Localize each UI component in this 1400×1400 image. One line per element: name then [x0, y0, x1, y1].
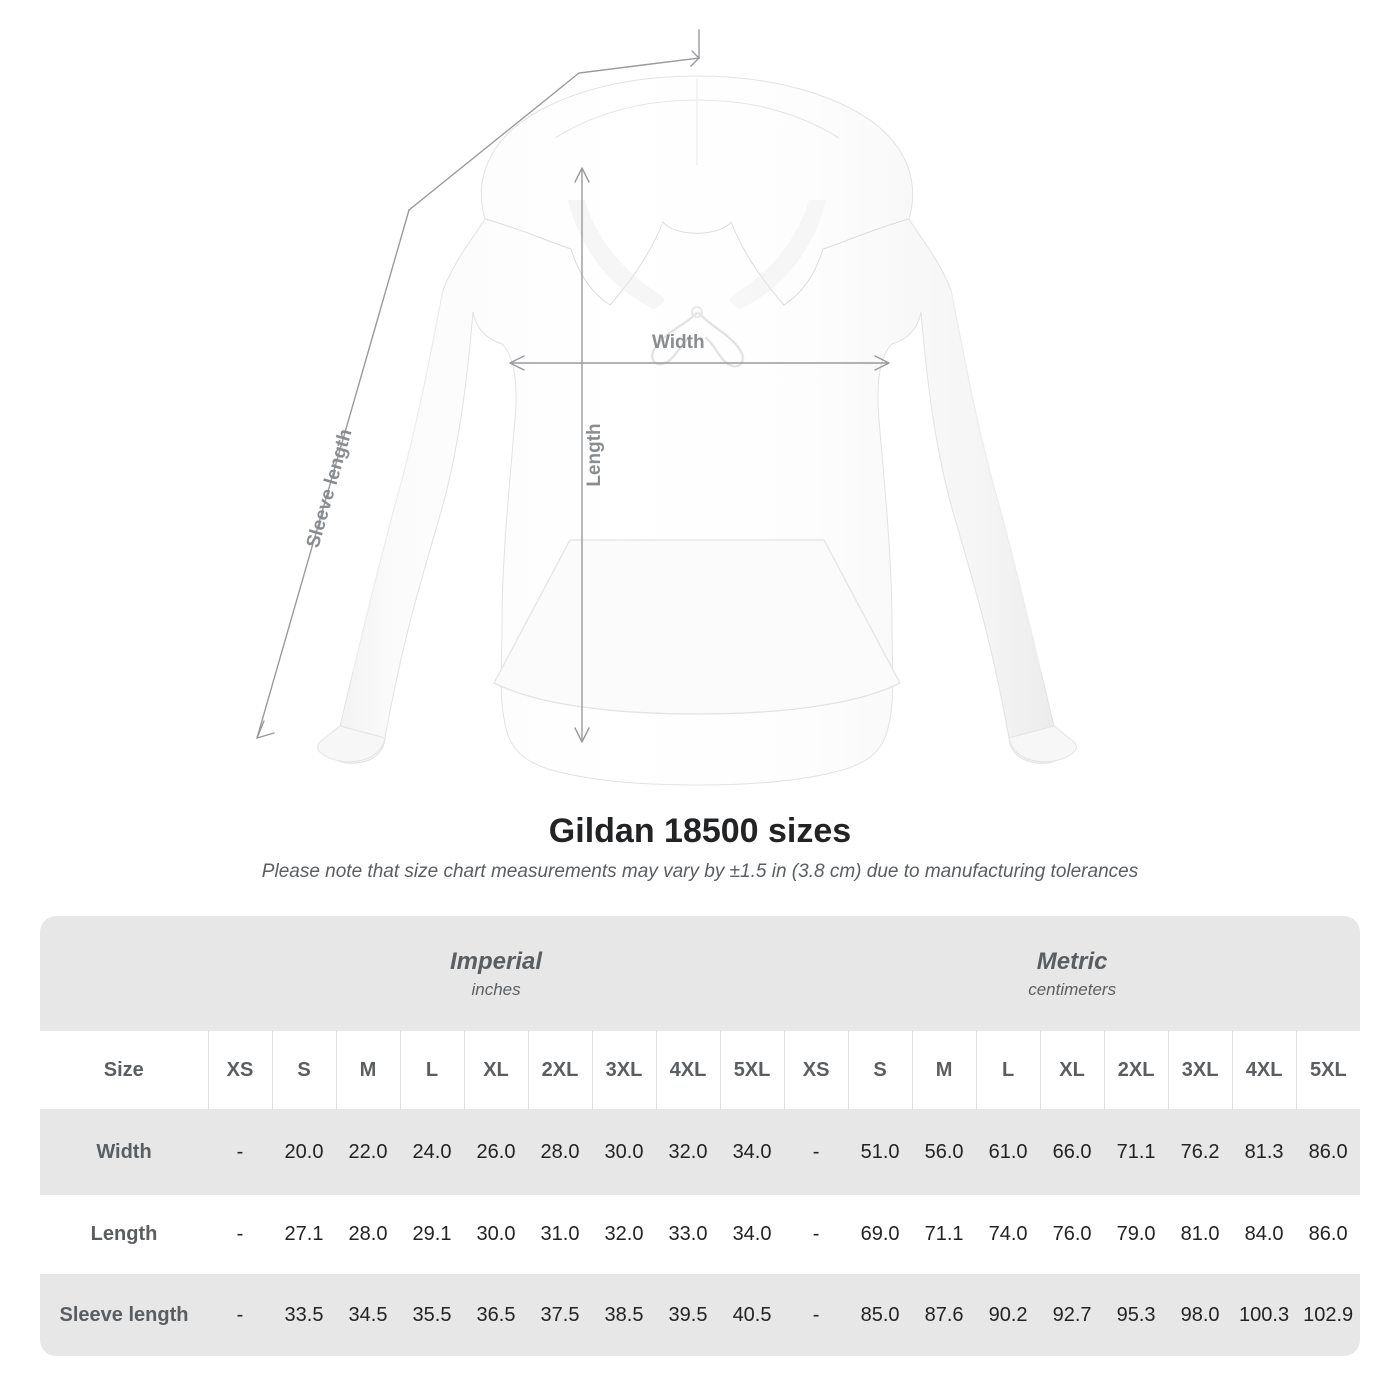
svg-text:Sleeve length: Sleeve length — [303, 427, 357, 551]
svg-text:Length: Length — [584, 423, 605, 486]
svg-text:Width: Width — [652, 332, 705, 353]
